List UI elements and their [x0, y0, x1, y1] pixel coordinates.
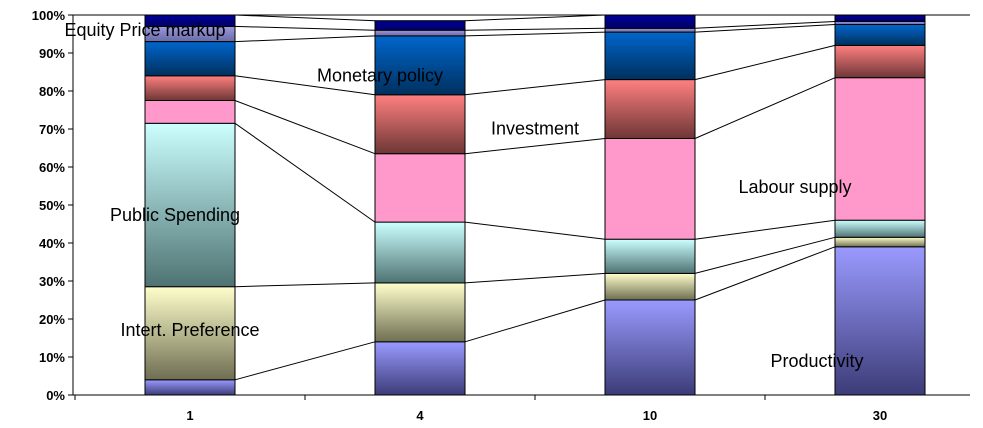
bar-segment-productivity-4	[374, 341, 466, 396]
bar-segment-equity-price-markup-1	[144, 14, 236, 27]
bar-segment-productivity-30	[834, 246, 926, 396]
x-tick-label: 4	[416, 408, 424, 423]
bar-segment-intert-preference-4	[374, 282, 466, 343]
series-connector-line	[234, 100, 376, 155]
y-tick-label: 90%	[39, 46, 65, 61]
bar-segment-labour-supply-1	[144, 100, 236, 124]
series-connector-line	[694, 20, 836, 29]
x-tick-label: 10	[643, 408, 657, 423]
series-connector-line	[234, 122, 376, 223]
series-connector-line	[694, 236, 836, 274]
bar-segment-monetary-policy-30	[834, 24, 926, 46]
series-connector-line	[694, 44, 836, 81]
series-connector-line	[464, 27, 606, 31]
series-connector-line	[234, 282, 376, 288]
bar-segment-intert-preference-1	[144, 286, 236, 381]
annotation-labour-supply: Labour supply	[738, 177, 851, 197]
bar-segment-labour-supply-4	[374, 153, 466, 223]
x-tick-label: 1	[186, 408, 193, 423]
annotation-intert-preference: Intert. Preference	[120, 320, 259, 340]
bar-segment-productivity-1	[144, 379, 236, 396]
series-connector-line	[234, 35, 376, 43]
series-connector-line	[464, 31, 606, 37]
bar-segment-public-spending-10	[604, 238, 696, 274]
annotation-equity-price-markup: Equity Price markup	[64, 20, 225, 40]
series-connector-line	[234, 14, 376, 22]
bar-segment-monetary-policy-1	[144, 41, 236, 77]
y-tick-label: 30%	[39, 274, 65, 289]
series-connector-line	[694, 246, 836, 301]
bar-segment-public-spending-1	[144, 122, 236, 288]
connector-lines	[234, 14, 836, 381]
annotation-investment: Investment	[491, 118, 579, 138]
bar-segment-monetary-policy-4	[374, 35, 466, 96]
y-tick-label: 80%	[39, 84, 65, 99]
series-connector-line	[234, 75, 376, 96]
x-tick-label: 30	[873, 408, 887, 423]
y-tick-label: 0%	[46, 388, 65, 403]
y-tick-label: 100%	[32, 8, 66, 23]
bar-segment-investment-1	[144, 75, 236, 102]
bar-segment-equity-price-markup-10	[604, 14, 696, 29]
series-connector-line	[464, 138, 606, 155]
y-tick-label: 50%	[39, 198, 65, 213]
bar-segment-intert-preference-10	[604, 272, 696, 301]
series-connector-line	[234, 341, 376, 381]
bar-segment-intert-preference-30	[834, 236, 926, 248]
bar-segment-productivity-10	[604, 299, 696, 396]
y-tick-label: 40%	[39, 236, 65, 251]
annotations: Equity Price markup Monetary policy Invest…	[64, 20, 863, 371]
y-tick-label: 20%	[39, 312, 65, 327]
y-tick-label: 10%	[39, 350, 65, 365]
bar-segment-investment-4	[374, 94, 466, 155]
series-connector-line	[234, 25, 376, 31]
bar-segment-public-spending-30	[834, 219, 926, 238]
bar-segment-equity-price-markup-4	[374, 20, 466, 31]
tick-labels: 0% 10% 20% 30% 40% 50% 60% 70% 80% 90% 100% 1 4 10 30	[32, 8, 887, 423]
bars	[144, 14, 926, 396]
series-connector-line	[464, 272, 606, 284]
y-tick-label: 70%	[39, 122, 65, 137]
bar-segment-public-spending-4	[374, 221, 466, 284]
series-connector-line	[464, 79, 606, 96]
bar-segment-unlabeled-6-10	[604, 27, 696, 33]
bar-segment-investment-10	[604, 79, 696, 139]
series-connector-line	[464, 221, 606, 240]
series-connector-line	[464, 14, 606, 22]
series-connector-line	[464, 299, 606, 343]
series-connector-line	[694, 24, 836, 33]
bar-segment-monetary-policy-10	[604, 31, 696, 81]
bar-segment-equity-price-markup-30	[834, 14, 926, 22]
annotation-public-spending: Public Spending	[110, 205, 240, 225]
y-tick-label: 60%	[39, 160, 65, 175]
bar-segment-unlabeled-6-4	[374, 29, 466, 37]
series-connector-line	[694, 219, 836, 240]
bar-segment-labour-supply-30	[834, 77, 926, 221]
bar-segment-investment-30	[834, 44, 926, 79]
series-connector-line	[694, 77, 836, 139]
annotation-monetary-policy: Monetary policy	[317, 65, 443, 85]
annotation-productivity: Productivity	[770, 351, 863, 371]
bar-segment-labour-supply-10	[604, 138, 696, 240]
